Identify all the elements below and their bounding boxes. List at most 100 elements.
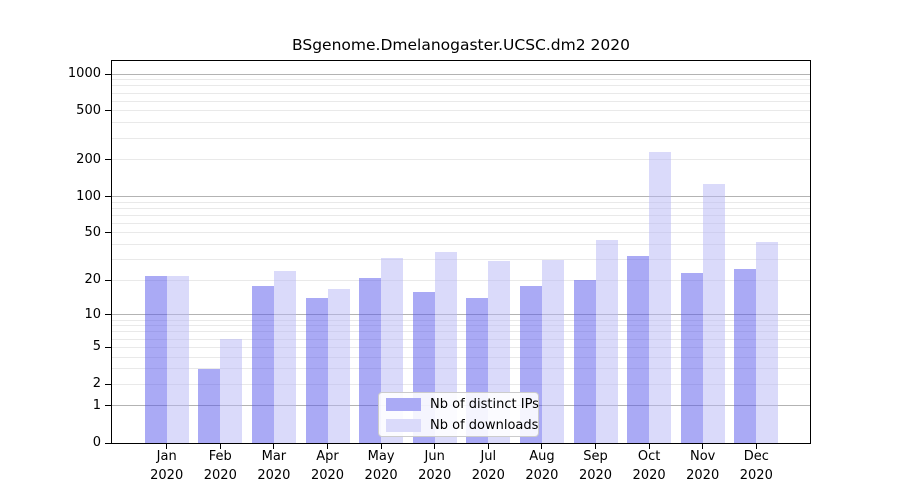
x-tick-sep <box>595 444 596 449</box>
minor-gridline-600 <box>112 100 810 102</box>
x-tick-label-jan: Jan 2020 <box>150 449 184 483</box>
minor-gridline-50 <box>112 232 810 234</box>
minor-gridline-2 <box>112 383 810 385</box>
minor-gridline-9 <box>112 319 810 321</box>
y-tick-label-20: 20 <box>84 272 101 288</box>
minor-gridline-500 <box>112 110 810 112</box>
x-tick-jan <box>166 444 168 449</box>
minor-gridline-70 <box>112 214 810 216</box>
minor-gridline-30 <box>112 259 810 261</box>
x-tick-jul <box>487 444 489 449</box>
x-tick-label-apr: Apr 2020 <box>310 449 345 483</box>
x-tick-label-mar: Mar 2020 <box>257 449 291 483</box>
bar-downloads-aug <box>541 259 564 443</box>
y-tick-label-1: 1 <box>92 397 101 413</box>
y-tick-label-1000: 1000 <box>67 66 101 81</box>
y-tick-10 <box>105 314 111 316</box>
minor-gridline-5 <box>112 346 810 348</box>
y-tick-20 <box>105 279 111 281</box>
bar-distinct-ips-may <box>359 277 382 443</box>
minor-gridline-800 <box>112 85 810 87</box>
y-tick-label-2: 2 <box>92 376 101 392</box>
x-tick-mar <box>273 444 275 449</box>
minor-gridline-200 <box>112 159 810 161</box>
bar-downloads-nov <box>702 184 725 443</box>
x-tick-label-jul: Jul 2020 <box>471 449 505 483</box>
y-tick-label-0: 0 <box>92 435 101 450</box>
x-tick-label-jun: Jun 2020 <box>418 449 452 483</box>
x-tick-apr <box>327 444 328 449</box>
y-tick-50 <box>105 232 111 234</box>
bar-distinct-ips-jan <box>144 275 167 443</box>
minor-gridline-7 <box>112 331 810 333</box>
bar-downloads-jan <box>166 275 189 443</box>
legend-swatch-distinct-ips <box>386 397 421 411</box>
minor-gridline-400 <box>112 122 810 124</box>
x-tick-label-feb: Feb 2020 <box>203 449 237 483</box>
x-tick-feb <box>219 444 221 449</box>
minor-gridline-700 <box>112 92 810 94</box>
legend-label-downloads: Nb of downloads <box>430 417 539 433</box>
bar-distinct-ips-mar <box>251 285 274 443</box>
legend: Nb of distinct IPs Nb of downloads <box>378 392 539 437</box>
minor-gridline-6 <box>112 338 810 340</box>
minor-gridline-60 <box>112 222 810 224</box>
y-tick-5 <box>105 346 111 348</box>
x-tick-nov <box>702 444 704 449</box>
bar-downloads-mar <box>273 271 296 443</box>
bar-distinct-ips-oct <box>627 256 650 443</box>
x-tick-label-aug: Aug 2020 <box>525 449 559 483</box>
bar-downloads-apr <box>327 288 350 443</box>
y-tick-500 <box>105 110 111 112</box>
legend-swatch-downloads <box>386 418 421 432</box>
major-gridline-100 <box>112 196 810 197</box>
x-tick-label-nov: Nov 2020 <box>686 449 720 483</box>
bar-distinct-ips-feb <box>198 368 221 443</box>
y-tick-label-100: 100 <box>76 188 101 204</box>
major-gridline-10 <box>112 314 810 316</box>
bar-distinct-ips-sep <box>573 280 596 443</box>
y-tick-label-50: 50 <box>84 224 101 240</box>
y-tick-label-500: 500 <box>76 102 101 118</box>
legend-entry-distinct-ips: Nb of distinct IPs <box>386 397 539 412</box>
y-tick-1 <box>105 405 111 407</box>
minor-gridline-90 <box>112 201 810 203</box>
minor-gridline-80 <box>112 207 810 209</box>
bar-downloads-feb <box>220 339 243 443</box>
bar-distinct-ips-apr <box>305 298 328 443</box>
bar-downloads-sep <box>595 239 618 443</box>
bar-downloads-dec <box>756 242 779 443</box>
minor-gridline-300 <box>112 137 810 139</box>
legend-label-distinct-ips: Nb of distinct IPs <box>430 396 539 412</box>
x-tick-aug <box>541 444 543 449</box>
bar-distinct-ips-nov <box>680 273 703 443</box>
chart-title: BSgenome.Dmelanogaster.UCSC.dm2 2020 <box>292 36 630 54</box>
major-gridline-1000 <box>112 73 810 75</box>
x-tick-label-may: May 2020 <box>364 449 398 483</box>
y-tick-label-5: 5 <box>92 339 101 355</box>
x-tick-oct <box>648 444 650 449</box>
y-tick-0 <box>105 442 111 444</box>
x-tick-jun <box>434 444 436 449</box>
x-tick-dec <box>755 444 757 449</box>
y-tick-1000 <box>105 73 111 75</box>
x-tick-label-dec: Dec 2020 <box>739 449 773 483</box>
x-tick-may <box>380 444 382 449</box>
minor-gridline-8 <box>112 325 810 327</box>
x-tick-label-oct: Oct 2020 <box>632 449 666 483</box>
minor-gridline-20 <box>112 279 810 281</box>
minor-gridline-3 <box>112 368 810 370</box>
minor-gridline-4 <box>112 356 810 358</box>
plot-area: Nb of distinct IPs Nb of downloads <box>111 60 811 444</box>
legend-entry-downloads: Nb of downloads <box>386 418 538 433</box>
y-tick-label-200: 200 <box>76 151 101 167</box>
minor-gridline-40 <box>112 244 810 246</box>
bar-distinct-ips-dec <box>734 268 757 443</box>
bar-downloads-oct <box>649 152 672 443</box>
y-tick-200 <box>105 159 111 161</box>
x-tick-label-sep: Sep 2020 <box>578 449 613 483</box>
y-tick-100 <box>105 196 111 197</box>
y-tick-2 <box>105 383 111 385</box>
minor-gridline-900 <box>112 79 810 81</box>
